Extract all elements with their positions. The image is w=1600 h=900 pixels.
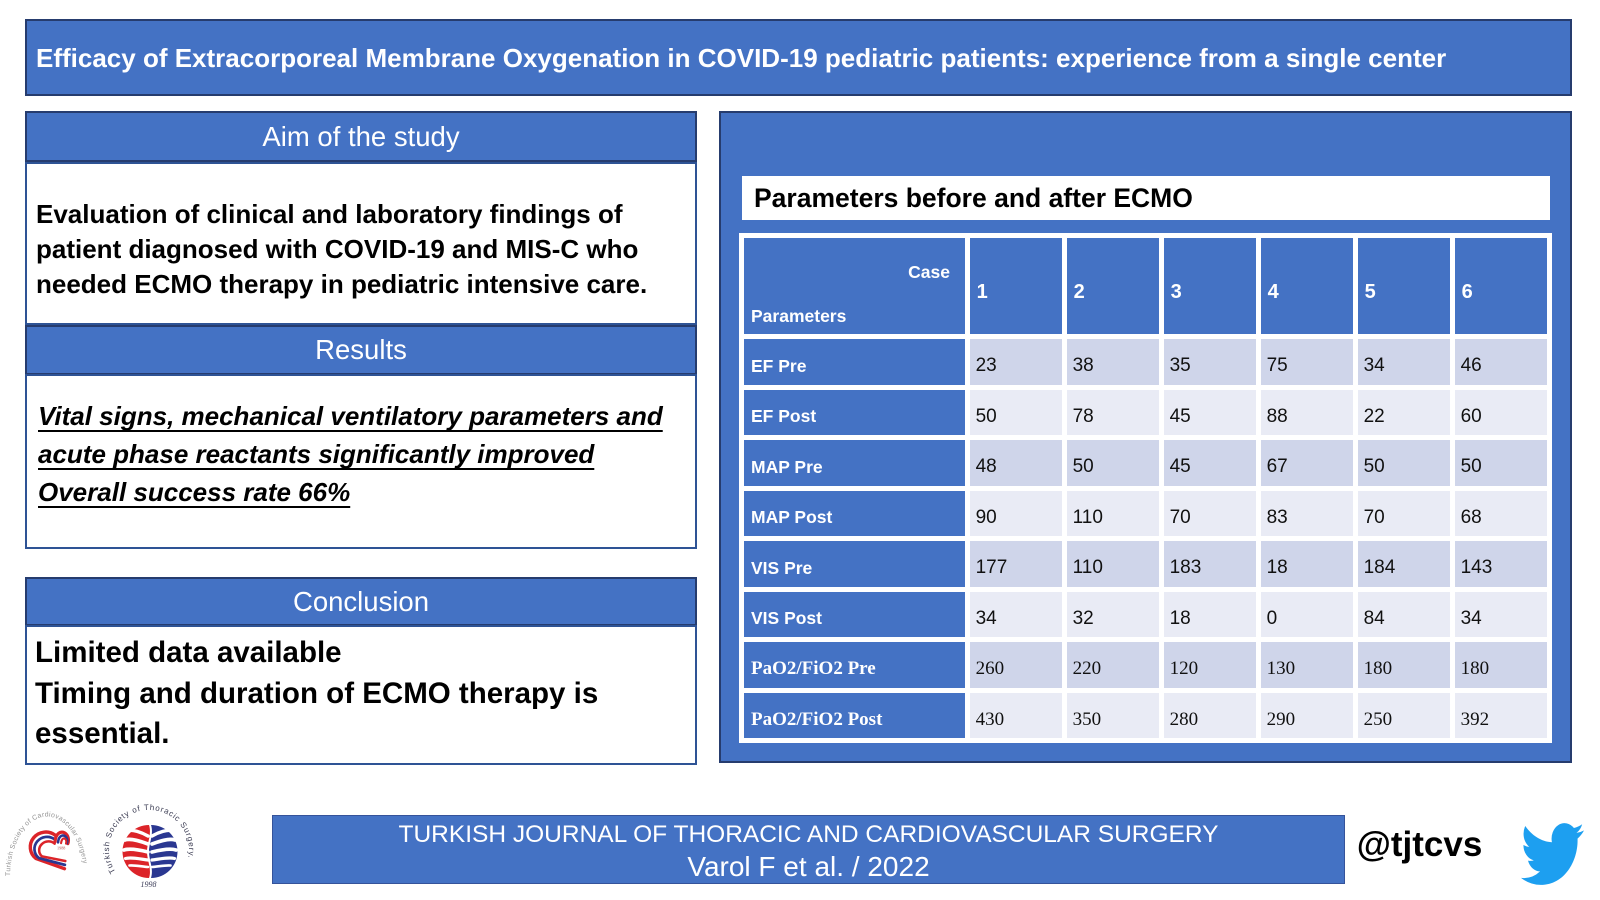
svg-text:Turkish Society of Thoracic Su: Turkish Society of Thoracic Surgery. [103,803,196,876]
svg-text:1998: 1998 [141,880,157,889]
svg-text:Turkish Society of Cardiovascu: Turkish Society of Cardiovascular Surger… [5,811,88,876]
svg-text:1988: 1988 [57,846,65,851]
